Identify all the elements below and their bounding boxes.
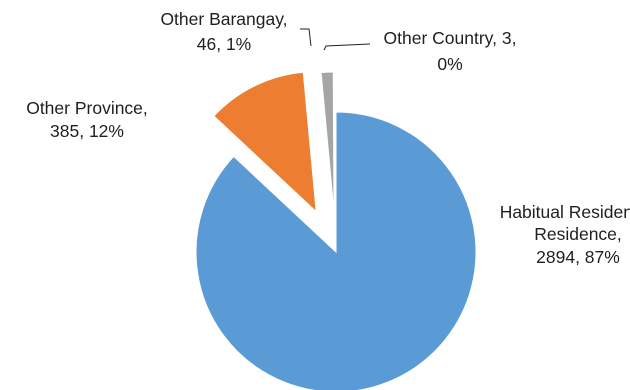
leader-line-other-barangay [300,28,312,47]
label-other-country-value: 0% [437,54,462,74]
label-other-barangay-category: Other Barangay, [160,9,287,29]
leader-lines [300,28,371,51]
leader-line-other-country [323,43,371,51]
label-other-province-category: Other Province, [26,98,148,118]
label-other-province-value: 385, 12% [50,121,124,141]
label-habitual-residence-value: 2894, 87% [536,247,620,267]
label-habitual-residence-name-2: Residence, [534,224,622,244]
pie-slices [195,71,477,390]
pie-slice-0 [195,111,477,390]
pie-slice-2 [320,71,335,213]
label-other-country-category: Other Country, 3, [384,28,517,48]
label-habitual-residence-category: Habitual Residence, [500,202,630,222]
label-other-barangay-value: 46, 1% [197,34,251,54]
pie-slice-3 [334,71,337,213]
pie-slice-1 [213,71,317,213]
